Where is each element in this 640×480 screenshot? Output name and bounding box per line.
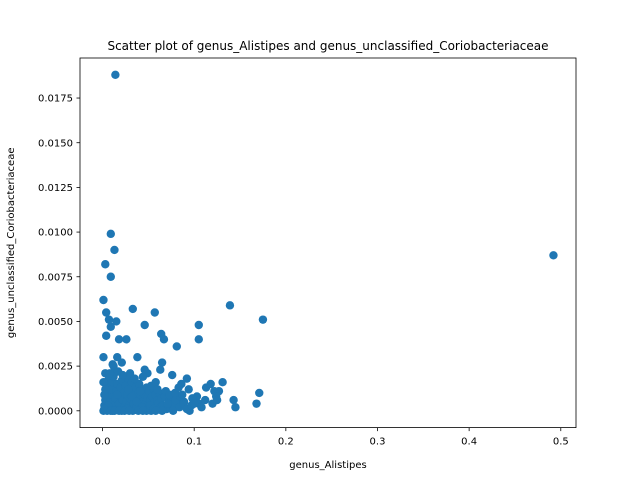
scatter-point bbox=[178, 390, 187, 399]
y-tick-label: 0.0050 bbox=[38, 317, 73, 328]
scatter-point bbox=[157, 406, 167, 415]
scatter-point bbox=[117, 358, 126, 367]
x-tick-label: 0.4 bbox=[461, 437, 477, 448]
scatter-point bbox=[106, 272, 115, 281]
scatter-point bbox=[110, 245, 119, 255]
points-layer bbox=[99, 70, 558, 415]
scatter-point bbox=[102, 331, 111, 340]
y-axis-label: genus_unclassified_Coriobacteriaceae bbox=[6, 148, 17, 339]
scatter-point bbox=[99, 352, 108, 362]
scatter-point bbox=[197, 403, 206, 412]
scatter-point bbox=[101, 385, 110, 394]
scatter-point bbox=[189, 399, 199, 408]
y-tick-label: 0.0025 bbox=[38, 362, 73, 373]
scatter-point bbox=[194, 320, 203, 330]
chart-title: Scatter plot of genus_Alistipes and genu… bbox=[107, 39, 548, 53]
scatter-point bbox=[132, 397, 141, 407]
scatter-point bbox=[174, 383, 183, 392]
x-axis: 0.0 0.1 0.2 0.3 0.4 0.5 bbox=[95, 427, 569, 448]
scatter-point bbox=[153, 385, 162, 394]
scatter-point bbox=[111, 70, 120, 80]
scatter-point bbox=[135, 386, 145, 396]
scatter-point bbox=[140, 365, 149, 374]
scatter-point bbox=[106, 322, 115, 331]
scatter-point bbox=[159, 335, 169, 344]
y-tick-label: 0.0175 bbox=[38, 94, 73, 105]
scatter-point bbox=[229, 395, 238, 405]
scatter-point bbox=[99, 295, 108, 305]
scatter-point bbox=[184, 385, 193, 394]
scatter-point bbox=[182, 374, 192, 383]
scatter-point bbox=[105, 369, 115, 378]
x-tick-label: 0.3 bbox=[370, 437, 386, 448]
y-axis: 0.0000 0.0025 0.0050 0.0075 0.0100 0.0125 0.01… bbox=[38, 94, 80, 417]
scatter-point bbox=[138, 372, 148, 382]
scatter-point bbox=[168, 370, 177, 380]
scatter-point bbox=[156, 365, 165, 374]
scatter-point bbox=[150, 308, 159, 317]
scatter-point bbox=[549, 251, 558, 260]
scatter-point bbox=[122, 335, 131, 344]
y-tick-label: 0.0100 bbox=[38, 228, 73, 239]
scatter-point bbox=[172, 342, 181, 351]
scatter-point bbox=[168, 406, 178, 415]
scatter-point bbox=[102, 308, 111, 317]
scatter-point bbox=[106, 229, 115, 239]
x-tick-label: 0.2 bbox=[278, 437, 294, 448]
scatter-point bbox=[112, 317, 121, 326]
scatter-point bbox=[163, 399, 172, 408]
scatter-point bbox=[206, 379, 215, 389]
scatter-point bbox=[157, 358, 167, 367]
scatter-point bbox=[218, 378, 227, 387]
scatter-point bbox=[118, 370, 127, 380]
y-tick-label: 0.0000 bbox=[38, 406, 73, 417]
scatter-point bbox=[99, 378, 108, 387]
x-tick-label: 0.1 bbox=[186, 437, 202, 448]
scatter-point bbox=[124, 385, 133, 394]
scatter-point bbox=[104, 315, 114, 324]
x-tick-label: 0.5 bbox=[553, 437, 569, 448]
scatter-point bbox=[138, 406, 148, 415]
scatter-point bbox=[252, 399, 261, 408]
scatter-point bbox=[258, 315, 268, 324]
scatter-point bbox=[231, 403, 240, 412]
scatter-point bbox=[130, 374, 139, 383]
y-tick-label: 0.0125 bbox=[38, 183, 73, 194]
scatter-point bbox=[128, 304, 137, 314]
scatter-point bbox=[212, 395, 222, 405]
scatter-point bbox=[124, 406, 134, 415]
scatter-point bbox=[133, 352, 142, 362]
y-tick-label: 0.0075 bbox=[38, 272, 73, 283]
scatter-point bbox=[151, 378, 160, 387]
scatter-point bbox=[151, 406, 160, 415]
plot-frame bbox=[79, 57, 577, 429]
y-tick-label: 0.0150 bbox=[38, 138, 73, 149]
x-tick-label: 0.0 bbox=[95, 437, 111, 448]
scatter-point bbox=[255, 388, 264, 398]
x-axis-label: genus_Alistipes bbox=[289, 460, 366, 471]
scatter-point bbox=[114, 335, 124, 344]
scatter-point bbox=[200, 395, 210, 405]
scatter-point bbox=[140, 320, 149, 330]
scatter-point bbox=[194, 335, 203, 344]
scatter-point bbox=[101, 260, 110, 269]
scatter-point bbox=[113, 390, 122, 399]
scatter-point bbox=[225, 301, 235, 310]
